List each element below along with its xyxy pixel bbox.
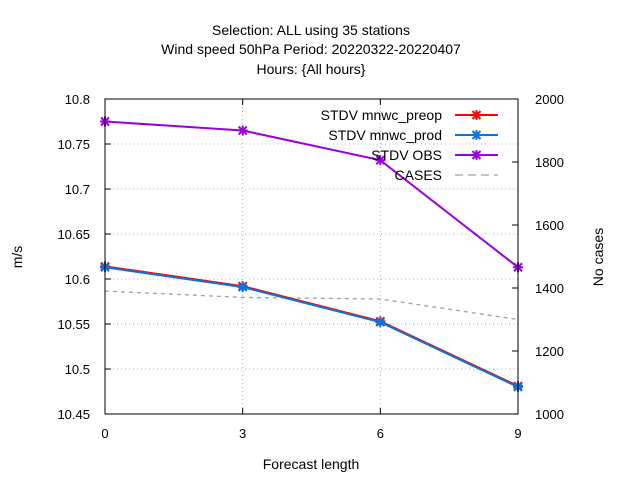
series-line-stdv-mnwc-preop [104, 265, 519, 388]
legend-entry-stdv-obs: STDV OBS [371, 147, 498, 163]
y2-tick-label: 2000 [535, 92, 564, 107]
legend-entry-stdv-mnwc-preop: STDV mnwc_preop [321, 107, 498, 123]
y-tick-label: 10.7 [65, 182, 90, 197]
y-tick-label: 10.75 [57, 137, 90, 152]
legend-label: STDV mnwc_prod [328, 127, 442, 143]
y-tick-label: 10.65 [57, 227, 90, 242]
x-tick-label: 0 [101, 426, 108, 441]
series-stdv-mnwc-preop [100, 261, 523, 392]
data-point-stdv-mnwc-prod [375, 317, 386, 328]
title-line-3: Hours: {All hours} [257, 61, 366, 77]
y2-axis-label: No cases [590, 228, 606, 286]
legend-label: STDV OBS [371, 147, 442, 163]
y-tick-label: 10.8 [65, 92, 90, 107]
legend-entry-cases: CASES [395, 167, 498, 183]
y-tick-label: 10.55 [57, 317, 90, 332]
y-tick-label: 10.5 [65, 362, 90, 377]
y-tick-label: 10.45 [57, 407, 90, 422]
series-line-stdv-obs [104, 120, 519, 269]
x-tick-label: 9 [514, 426, 521, 441]
plot-frame [104, 98, 519, 415]
grid [105, 99, 518, 414]
legend-label: CASES [395, 167, 442, 183]
title-line-2: Wind speed 50hPa Period: 20220322-202204… [161, 41, 461, 57]
axis-ticks: 0 3 6 9 10.45 10.5 10.55 10.6 10.65 10.7 10.75 10.8… [57, 92, 563, 441]
y2-tick-label: 1400 [535, 281, 564, 296]
x-axis-label: Forecast length [263, 456, 360, 472]
x-tick-label: 3 [239, 426, 246, 441]
legend-marker [471, 130, 482, 140]
series-line-cases [104, 290, 519, 321]
y2-tick-label: 1200 [535, 344, 564, 359]
data-point-stdv-obs [375, 155, 386, 166]
y-tick-label: 10.6 [65, 272, 90, 287]
legend-label: STDV mnwc_preop [321, 107, 443, 123]
data-point-stdv-mnwc-prod [237, 282, 248, 293]
y-axis-label: m/s [9, 246, 25, 269]
y2-tick-label: 1800 [535, 155, 564, 170]
data-point-stdv-obs [237, 125, 248, 136]
y2-tick-label: 1000 [535, 407, 564, 422]
legend-marker [471, 110, 482, 120]
series-cases [104, 290, 519, 321]
x-tick-label: 6 [377, 426, 384, 441]
series-stdv-mnwc-prod [100, 262, 523, 392]
legend: STDV mnwc_preop STDV mnwc_prod STDV OBS CAS… [321, 107, 498, 183]
plot-series [100, 116, 523, 392]
chart-title: Selection: ALL using 35 stations Wind sp… [161, 22, 461, 77]
title-line-1: Selection: ALL using 35 stations [212, 22, 410, 38]
series-stdv-obs [100, 116, 523, 273]
legend-entry-stdv-mnwc-prod: STDV mnwc_prod [328, 127, 498, 143]
y2-tick-label: 1600 [535, 218, 564, 233]
legend-marker [471, 150, 482, 160]
series-line-stdv-mnwc-prod [104, 266, 519, 388]
